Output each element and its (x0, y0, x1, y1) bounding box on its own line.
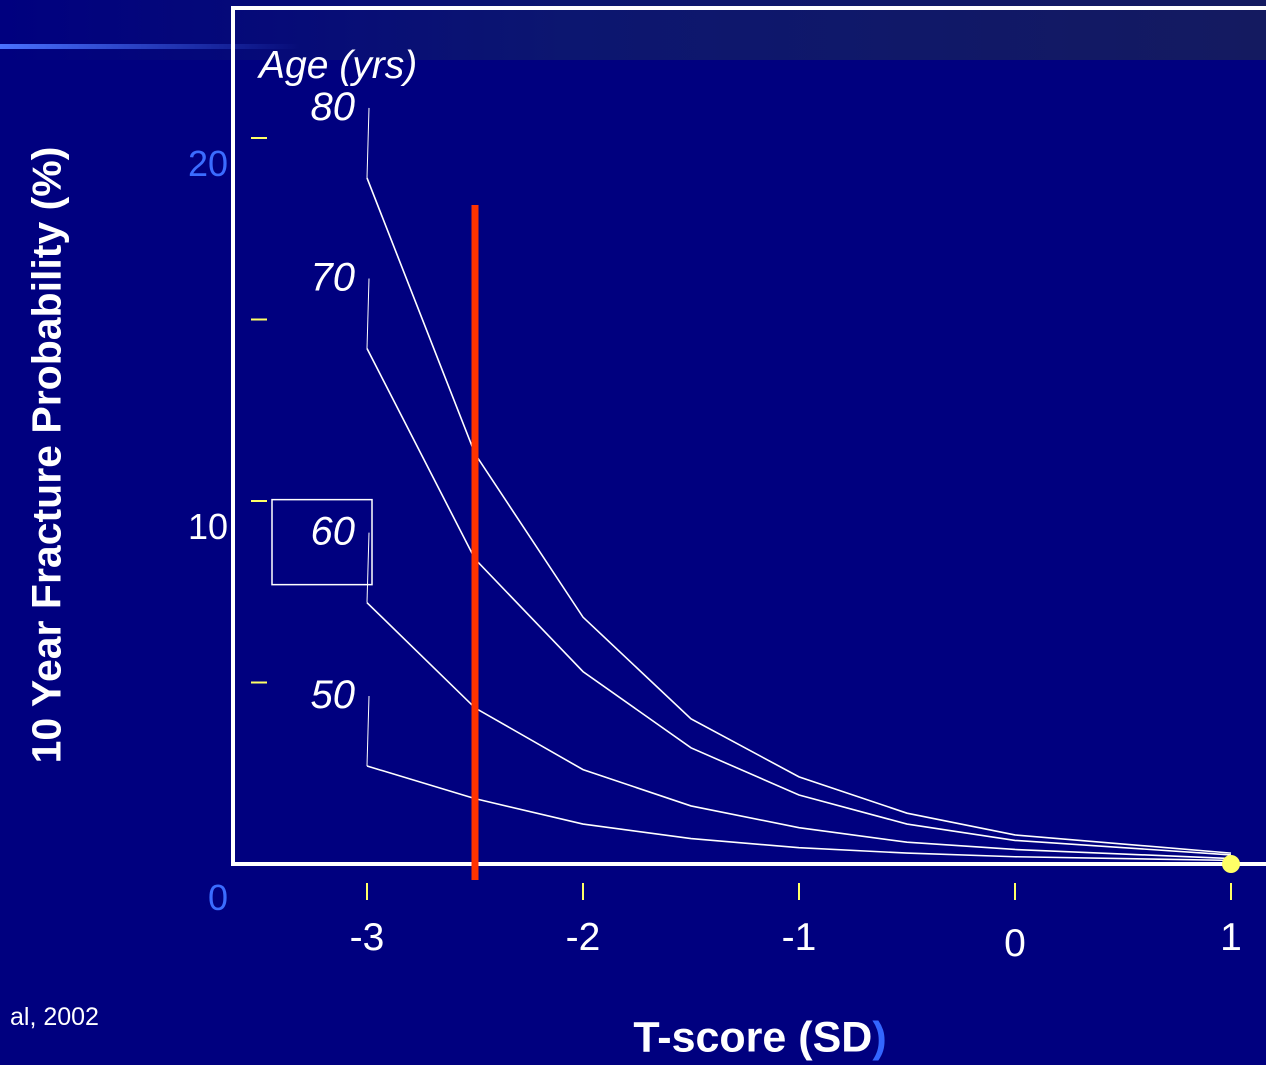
series-label-80: 80 (311, 85, 356, 129)
x-axis-title-paren: ) (872, 1013, 887, 1062)
plot-frame (231, 6, 1266, 866)
marker-point (1222, 855, 1240, 873)
series-leader-80 (366, 107, 370, 178)
y-axis-title: 10 Year Fracture Probability (%) (23, 146, 70, 764)
series-label-70: 70 (311, 256, 356, 300)
series-leader-70 (366, 278, 370, 349)
x-tick-label: -1 (782, 916, 817, 959)
series-line-70 (366, 348, 1232, 856)
series-line-60 (366, 602, 1232, 860)
x-tick-label: 0 (1004, 922, 1026, 965)
citation: al, 2002 (10, 1003, 99, 1031)
x-axis-title: T-score (SD) (633, 1014, 886, 1063)
series-leader-50 (366, 695, 370, 767)
y-tick-label: 10 (188, 506, 228, 547)
header-accent-line (0, 44, 300, 49)
y-tick-label: 20 (188, 143, 228, 184)
x-tick-label: 1 (1220, 916, 1242, 959)
x-tick-label: -2 (566, 916, 601, 959)
series-label-50: 50 (311, 673, 356, 717)
series-leader-60 (366, 532, 370, 603)
x-axis-title-main: T-score (SD (633, 1013, 873, 1062)
legend-title: Age (yrs) (259, 44, 418, 87)
series-label-box-60 (271, 498, 373, 586)
series-line-80 (366, 177, 1232, 854)
x-tick-label: -3 (350, 916, 385, 959)
series-label-60: 60 (311, 510, 356, 554)
y-tick-label: 0 (208, 877, 228, 918)
series-line-50 (366, 765, 1232, 862)
